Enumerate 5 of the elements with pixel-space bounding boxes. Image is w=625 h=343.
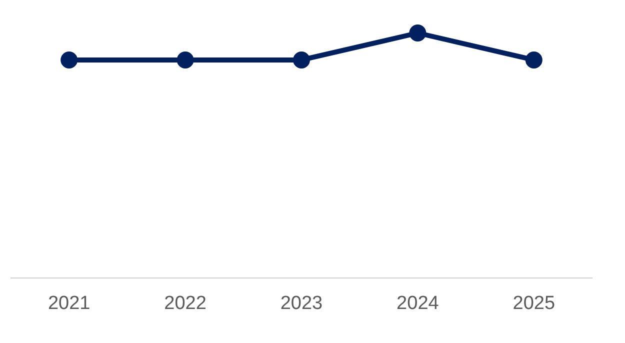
x-tick-label: 2025 (512, 292, 556, 314)
x-tick-label: 2022 (164, 292, 206, 314)
x-tick-label: 2023 (280, 292, 323, 314)
x-tick-label: 2024 (396, 292, 440, 314)
x-tick-label: 2021 (48, 292, 90, 314)
